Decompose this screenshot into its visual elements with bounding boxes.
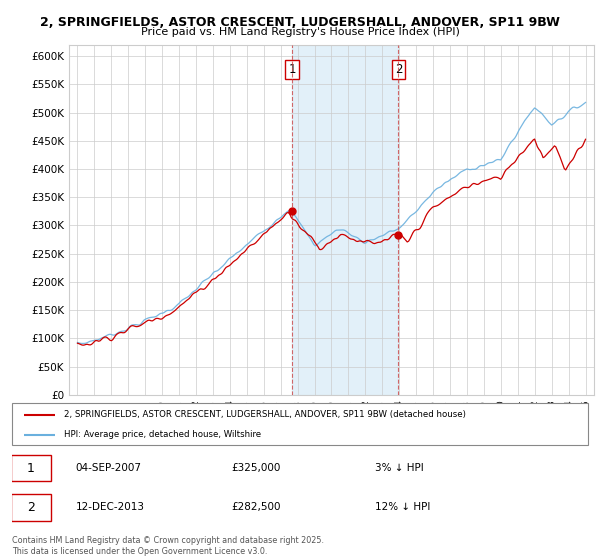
- Text: Price paid vs. HM Land Registry's House Price Index (HPI): Price paid vs. HM Land Registry's House …: [140, 27, 460, 37]
- Bar: [292, 45, 398, 395]
- Text: £325,000: £325,000: [231, 463, 280, 473]
- Text: Contains HM Land Registry data © Crown copyright and database right 2025.
This d: Contains HM Land Registry data © Crown c…: [12, 536, 324, 556]
- Text: HPI: Average price, detached house, Wiltshire: HPI: Average price, detached house, Wilt…: [64, 430, 261, 439]
- Text: 12% ↓ HPI: 12% ↓ HPI: [375, 502, 430, 512]
- Text: 1: 1: [27, 461, 35, 474]
- Text: 2: 2: [395, 63, 402, 76]
- Text: 1: 1: [288, 63, 296, 76]
- FancyBboxPatch shape: [11, 455, 51, 482]
- FancyBboxPatch shape: [11, 494, 51, 521]
- Text: £282,500: £282,500: [231, 502, 280, 512]
- Text: 2, SPRINGFIELDS, ASTOR CRESCENT, LUDGERSHALL, ANDOVER, SP11 9BW: 2, SPRINGFIELDS, ASTOR CRESCENT, LUDGERS…: [40, 16, 560, 29]
- Text: 2: 2: [27, 501, 35, 514]
- Text: 04-SEP-2007: 04-SEP-2007: [76, 463, 142, 473]
- Text: 12-DEC-2013: 12-DEC-2013: [76, 502, 145, 512]
- FancyBboxPatch shape: [12, 403, 588, 445]
- Text: 3% ↓ HPI: 3% ↓ HPI: [375, 463, 424, 473]
- Text: 2, SPRINGFIELDS, ASTOR CRESCENT, LUDGERSHALL, ANDOVER, SP11 9BW (detached house): 2, SPRINGFIELDS, ASTOR CRESCENT, LUDGERS…: [64, 410, 466, 419]
